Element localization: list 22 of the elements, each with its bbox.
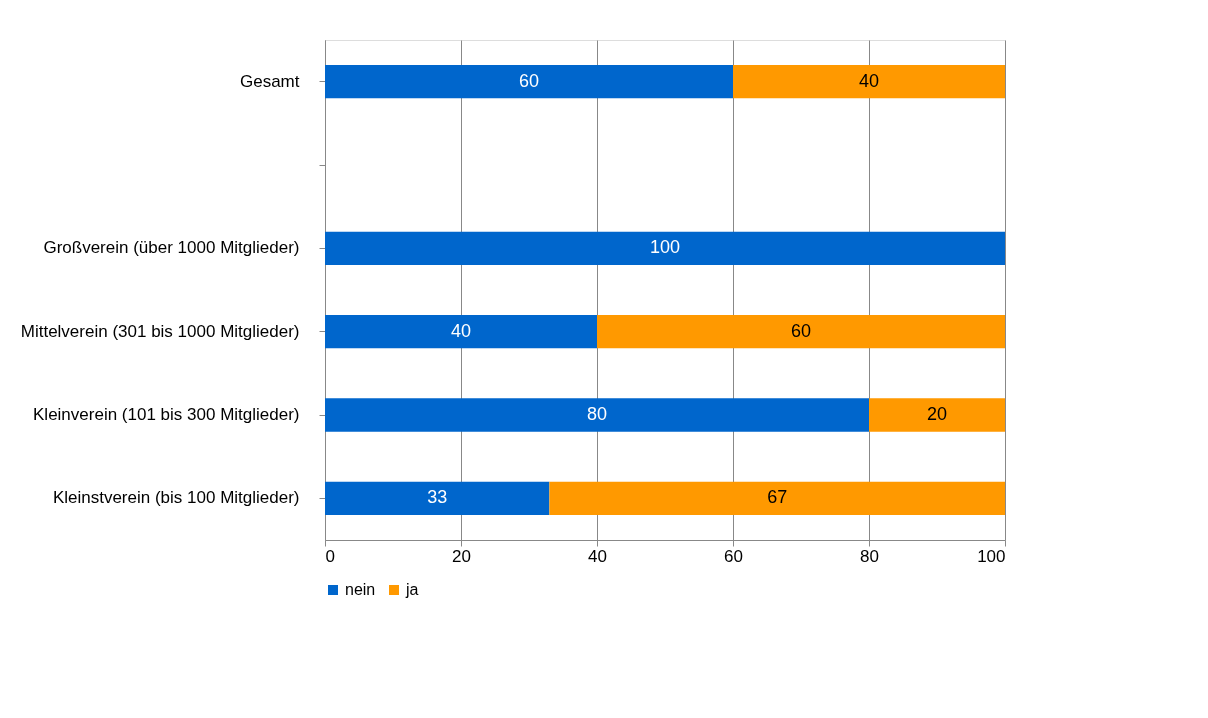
data-label: 40: [450, 320, 472, 341]
data-label: 60: [518, 70, 540, 91]
y-tick-label: Kleinstverein (bis 100 Mitglieder): [52, 488, 300, 508]
y-tick-label: Großverein (über 1000 Mitglieder): [43, 238, 300, 258]
y-tick-label: Kleinverein (101 bis 300 Mitglieder): [33, 405, 300, 424]
data-label: 20: [926, 404, 948, 424]
data-label: 60: [790, 320, 812, 341]
x-tick-label: 0: [325, 546, 335, 566]
x-tick-label: 20: [452, 546, 471, 566]
y-tick-label: Mittelverein (301 bis 1000 Mitglieder): [20, 321, 300, 341]
data-label: 67: [767, 487, 788, 508]
data-label: 80: [586, 404, 608, 424]
data-label: 40: [858, 70, 880, 91]
y-tick-label: Gesamt: [239, 71, 300, 91]
x-tick-label: 60: [724, 546, 743, 566]
x-tick-label: 80: [860, 546, 879, 566]
x-tick-label: 100: [977, 546, 1006, 566]
legend-label: ja: [405, 581, 419, 598]
data-label: 33: [427, 487, 448, 508]
legend-label: nein: [345, 581, 376, 598]
x-tick-label: 40: [588, 546, 607, 566]
data-label: 100: [649, 237, 681, 258]
